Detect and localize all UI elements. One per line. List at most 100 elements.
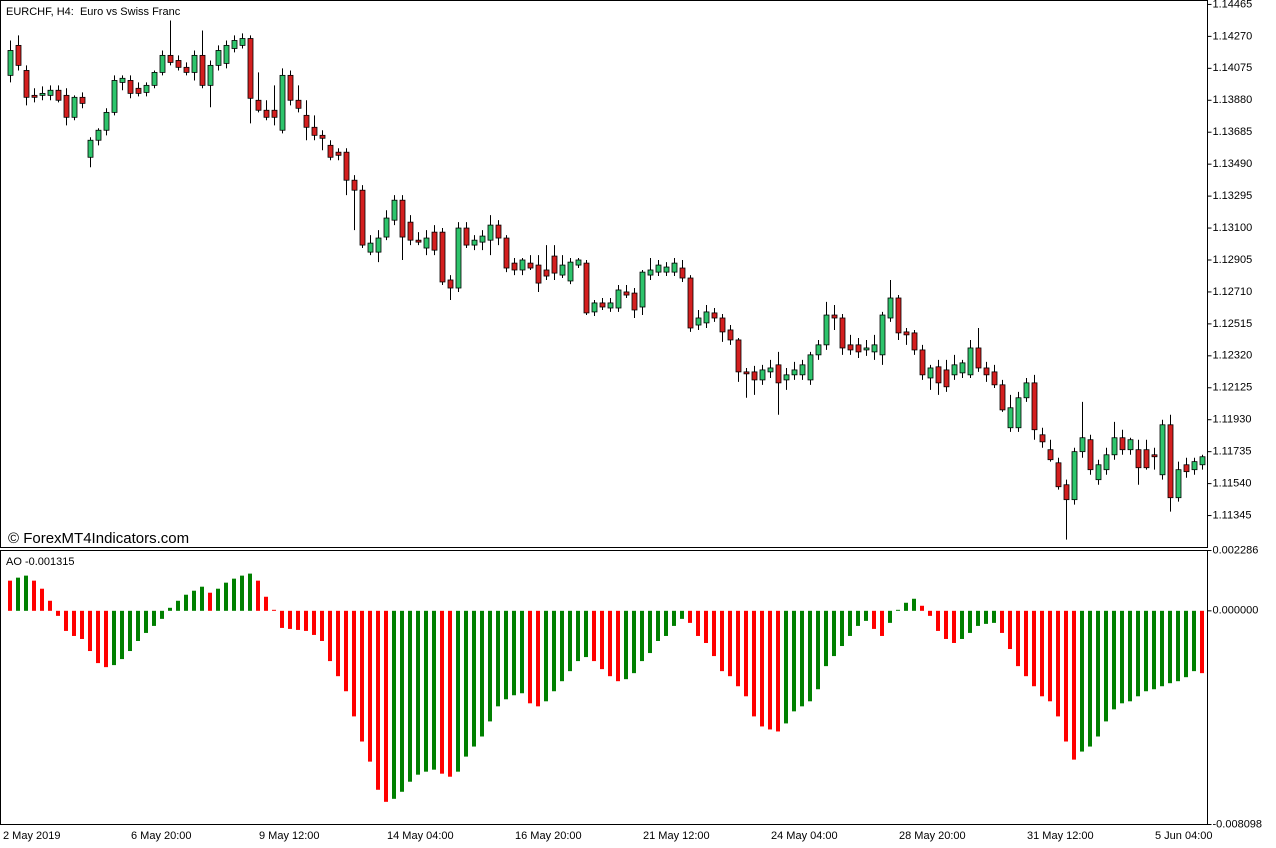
candle-body — [415, 239, 422, 243]
ao-bar — [88, 610, 92, 652]
ao-bar — [1056, 610, 1060, 717]
candle-body — [631, 292, 638, 311]
candle-body — [607, 302, 614, 309]
ao-bar — [456, 610, 460, 772]
y-tick-label: 1.12320 — [1213, 350, 1253, 362]
ao-bar — [136, 610, 140, 641]
ao-bar — [472, 610, 476, 747]
candle-body — [1071, 451, 1078, 501]
candle-body — [175, 60, 182, 68]
candle-body — [855, 344, 862, 353]
ao-bar — [1096, 610, 1100, 737]
candle-body — [839, 317, 846, 349]
candle-body — [335, 151, 342, 156]
candle-body — [863, 347, 870, 351]
ao-bar — [128, 610, 132, 652]
candle-body — [1095, 464, 1102, 481]
ao-bar — [896, 609, 900, 611]
ao-bar — [8, 580, 12, 611]
x-tick-label: 5 Jun 04:00 — [1155, 830, 1213, 842]
ao-bar — [544, 610, 548, 702]
ao-bar — [160, 610, 164, 619]
y-tick-label: 0.000000 — [1213, 605, 1259, 617]
candle-body — [55, 89, 62, 101]
ao-bar — [992, 610, 996, 623]
candle-body — [615, 289, 622, 309]
ao-bar — [680, 610, 684, 619]
candle-body — [639, 271, 646, 308]
candle-body — [1055, 462, 1062, 488]
y-tick-label: 1.13880 — [1213, 94, 1253, 106]
candle-body — [895, 297, 902, 334]
x-tick-label: 2 May 2019 — [3, 830, 60, 842]
ao-bar — [440, 610, 444, 774]
candle-body — [1047, 449, 1054, 461]
candle-body — [183, 66, 190, 73]
ao-bar — [1184, 610, 1188, 678]
candle-body — [119, 77, 126, 83]
candle-body — [983, 367, 990, 376]
candle-body — [375, 237, 382, 253]
ao-bar — [1136, 610, 1140, 697]
ao-bar — [968, 610, 972, 633]
ao-bar — [504, 610, 508, 700]
candle-body — [391, 199, 398, 221]
candle-body — [711, 312, 718, 319]
ao-bar — [728, 610, 732, 677]
candle-body — [767, 367, 774, 373]
ao-bar — [144, 610, 148, 633]
candle-body — [671, 262, 678, 273]
ao-bar — [752, 610, 756, 717]
x-tick-label: 21 May 12:00 — [643, 830, 710, 842]
x-tick-label: 28 May 20:00 — [899, 830, 966, 842]
ao-bar — [624, 610, 628, 680]
candle-body — [359, 189, 366, 246]
ao-bar — [808, 610, 812, 702]
y-tick-label: 1.13685 — [1213, 126, 1253, 138]
candle-body — [1031, 382, 1038, 431]
candle-body — [735, 339, 742, 373]
ao-bar — [64, 610, 68, 631]
ao-bar — [512, 610, 516, 696]
ao-bar — [936, 610, 940, 631]
candle-body — [751, 371, 758, 381]
ao-bar — [1200, 610, 1204, 674]
candle-body — [1039, 434, 1046, 443]
candle-body — [943, 369, 950, 388]
chart-title: EURCHF, H4: Euro vs Swiss Franc — [6, 6, 181, 18]
candle-body — [807, 354, 814, 381]
candle-body — [535, 264, 542, 284]
candle-body — [799, 364, 806, 376]
candle-body — [599, 302, 606, 308]
candle-body — [351, 179, 358, 191]
ao-bar — [1080, 610, 1084, 752]
candle-body — [479, 235, 486, 243]
x-tick-label: 14 May 04:00 — [387, 830, 454, 842]
candle-body — [719, 317, 726, 333]
candle-body — [399, 199, 406, 238]
ao-bar — [208, 592, 212, 611]
candle-body — [623, 291, 630, 296]
candle-body — [239, 38, 246, 46]
candle-body — [423, 237, 430, 249]
ao-bar — [336, 610, 340, 677]
candle-body — [775, 364, 782, 384]
candle-body — [559, 264, 566, 276]
ao-bar — [312, 610, 316, 635]
ao-bar — [424, 610, 428, 772]
ao-bar — [1016, 610, 1020, 667]
ao-bar — [832, 610, 836, 657]
candle-body — [343, 151, 350, 181]
y-tick-label: 1.12515 — [1213, 318, 1253, 330]
candle-body — [887, 297, 894, 319]
ao-bar — [592, 610, 596, 662]
candle-body — [95, 129, 102, 141]
y-tick-label: 1.14270 — [1213, 30, 1253, 42]
ao-bar — [416, 610, 420, 775]
candle-body — [495, 224, 502, 239]
candle-body — [1199, 456, 1206, 466]
candle-body — [679, 267, 686, 279]
y-tick-label: 1.13295 — [1213, 190, 1253, 202]
candle-body — [191, 54, 198, 73]
